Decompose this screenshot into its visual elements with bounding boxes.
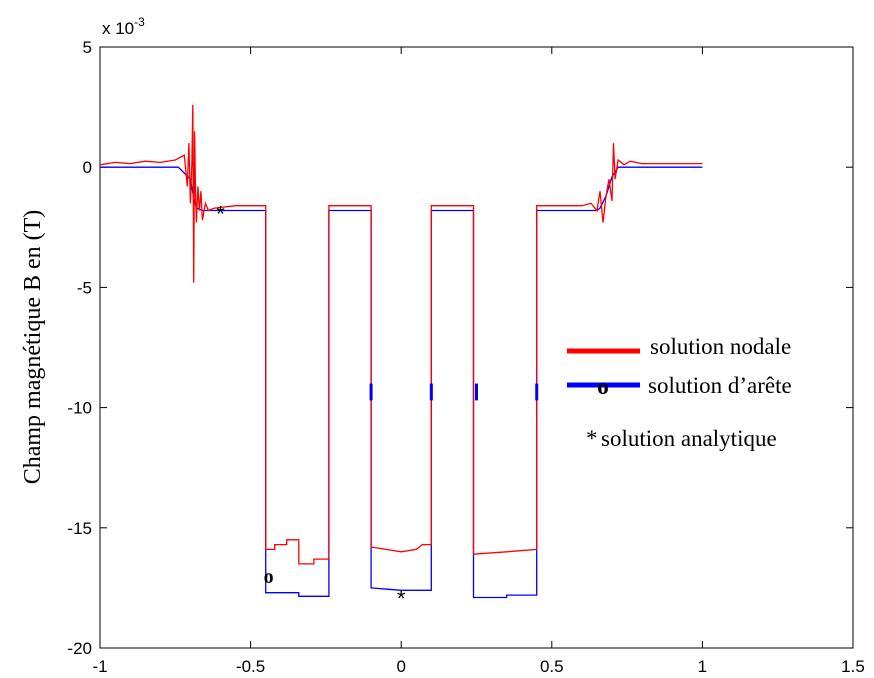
legend-label-analytique: solution analytique <box>601 426 777 451</box>
data-marker-asterisk: * <box>397 586 406 611</box>
legend-marker-analytique: * <box>586 426 598 451</box>
y-multiplier-exp: -3 <box>134 15 145 29</box>
x-tick-label: 1 <box>698 657 707 676</box>
y-tick-label: -5 <box>77 278 92 297</box>
series-line-arete <box>100 166 703 599</box>
y-tick-label: 0 <box>83 158 92 177</box>
y-tick-label: -20 <box>67 639 92 658</box>
y-tick-label: -10 <box>67 399 92 418</box>
series-line-nodale <box>99 104 703 565</box>
legend-label-nodale: solution nodale <box>650 334 791 359</box>
axis-ticks: -1 -0.5 0 0.5 1 1.5 5 0 -5 -10 -15 -20 <box>67 38 864 676</box>
plot-area <box>99 46 854 649</box>
data-marker-asterisk: * <box>216 201 225 226</box>
y-axis-label: Champ magnétique B en (T) <box>20 210 46 485</box>
series-group <box>99 104 703 599</box>
y-tick-label: 5 <box>83 38 92 57</box>
x-tick-label: -1 <box>92 657 107 676</box>
x-tick-label: 0 <box>396 657 405 676</box>
legend-label-arete: solution d’arête <box>648 373 792 398</box>
y-multiplier: x 10-3 <box>102 15 145 38</box>
data-marker-circle: o <box>264 566 274 588</box>
marker-group: * * o <box>216 201 406 611</box>
legend: solution nodale o solution d’arête * sol… <box>567 334 792 451</box>
x-tick-label: -0.5 <box>236 657 265 676</box>
y-tick-label: -15 <box>67 519 92 538</box>
x-tick-label: 0.5 <box>540 657 564 676</box>
x-tick-label: 1.5 <box>841 657 865 676</box>
legend-marker-arete: o <box>597 374 609 399</box>
y-multiplier-text: x 10 <box>102 19 134 38</box>
